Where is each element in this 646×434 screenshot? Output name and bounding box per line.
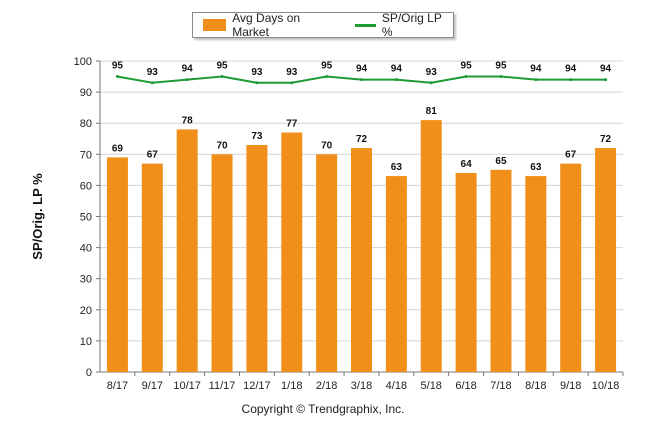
line-point [429, 81, 433, 85]
x-tick-label: 5/18 [421, 380, 442, 392]
line-value-label: 94 [356, 64, 368, 75]
legend-swatch-line [354, 23, 376, 27]
legend-item-bar: Avg Days on Market [193, 11, 337, 39]
y-tick-label: 30 [80, 274, 92, 286]
bar [211, 154, 233, 372]
line-point [220, 75, 224, 79]
line-point [115, 75, 119, 79]
x-tick-label: 2/18 [316, 380, 337, 392]
bar [385, 176, 407, 372]
line-point [464, 75, 468, 79]
y-tick-label: 0 [86, 367, 92, 379]
bar-value-label: 72 [356, 134, 368, 145]
y-tick-label: 100 [74, 56, 92, 68]
x-tick-label: 1/18 [281, 380, 302, 392]
line-point [534, 78, 538, 82]
line-value-label: 94 [600, 64, 612, 75]
bar-value-label: 72 [600, 134, 612, 145]
bar [281, 132, 303, 372]
x-tick-label: 8/17 [107, 380, 128, 392]
x-tick-label: 4/18 [386, 380, 407, 392]
bar [176, 129, 198, 372]
copyright-text: Copyright © Trendgraphix, Inc. [241, 402, 405, 416]
line-value-label: 95 [461, 61, 473, 72]
bar-value-label: 81 [426, 106, 438, 117]
bar-value-label: 73 [251, 131, 263, 142]
line-value-label: 93 [426, 67, 438, 78]
line-point [255, 81, 259, 85]
bar-value-label: 67 [147, 150, 159, 161]
bar-value-label: 77 [286, 119, 298, 130]
y-tick-label: 80 [80, 118, 92, 130]
y-axis-title: SP/Orig. LP % [30, 173, 45, 260]
line-point [569, 78, 573, 82]
bar [490, 169, 512, 372]
line-point [394, 78, 398, 82]
bar [455, 172, 477, 372]
bar [246, 144, 268, 372]
line-point [499, 75, 503, 79]
x-tick-label: 7/18 [490, 380, 511, 392]
bar [420, 120, 442, 372]
line-value-label: 93 [147, 67, 159, 78]
bar [525, 176, 547, 372]
bar-value-label: 65 [495, 156, 507, 167]
line-value-label: 93 [286, 67, 298, 78]
bar-value-label: 63 [391, 162, 403, 173]
line-point [185, 78, 189, 82]
y-tick-label: 20 [80, 305, 92, 317]
bar-value-label: 78 [182, 115, 194, 126]
x-tick-label: 3/18 [351, 380, 372, 392]
line-value-label: 93 [251, 67, 263, 78]
bar-value-label: 70 [321, 140, 333, 151]
x-tick-label: 12/17 [243, 380, 271, 392]
line-value-label: 94 [565, 64, 577, 75]
bar [106, 157, 128, 372]
line-point [150, 81, 154, 85]
bar-value-label: 63 [530, 162, 542, 173]
legend-item-line: SP/Orig LP % [337, 11, 453, 39]
bar-value-label: 70 [216, 140, 228, 151]
line-value-label: 95 [216, 61, 228, 72]
y-tick-label: 70 [80, 149, 92, 161]
line-value-label: 94 [530, 64, 542, 75]
line-point [290, 81, 294, 85]
bar-value-label: 64 [461, 159, 473, 170]
bar [560, 163, 582, 372]
x-tick-label: 6/18 [455, 380, 476, 392]
y-tick-label: 40 [80, 243, 92, 255]
y-tick-label: 60 [80, 180, 92, 192]
x-tick-label: 10/17 [173, 380, 201, 392]
bar [595, 148, 617, 372]
bar [141, 163, 163, 372]
legend-label-line: SP/Orig LP % [381, 11, 442, 39]
y-tick-label: 50 [80, 212, 92, 224]
line-value-label: 95 [112, 61, 124, 72]
line-point [360, 78, 363, 82]
x-tick-label: 9/18 [560, 380, 581, 392]
bar-value-label: 69 [112, 143, 124, 154]
x-tick-label: 9/17 [142, 380, 163, 392]
bar [351, 148, 372, 372]
line-point [604, 78, 608, 82]
bar [316, 154, 338, 372]
chart-legend: Avg Days on Market SP/Orig LP % [192, 11, 454, 39]
line-value-label: 95 [495, 61, 507, 72]
bar-value-label: 67 [565, 150, 577, 161]
x-tick-label: 8/18 [525, 380, 546, 392]
line-value-label: 95 [321, 61, 333, 72]
line-value-label: 94 [391, 64, 403, 75]
legend-swatch-bar [203, 19, 227, 31]
y-tick-label: 90 [80, 87, 92, 99]
chart-canvas: 0 10 20 30 40 50 60 70 80 90 100 SP/Orig. LP % 8/17 9… [30, 56, 624, 392]
line-point [325, 75, 329, 79]
line-value-label: 94 [182, 64, 194, 75]
y-tick-label: 10 [80, 336, 92, 348]
x-tick-label: 11/17 [209, 380, 236, 392]
x-tick-label: 10/18 [592, 380, 620, 392]
legend-label-bar: Avg Days on Market [232, 11, 301, 39]
